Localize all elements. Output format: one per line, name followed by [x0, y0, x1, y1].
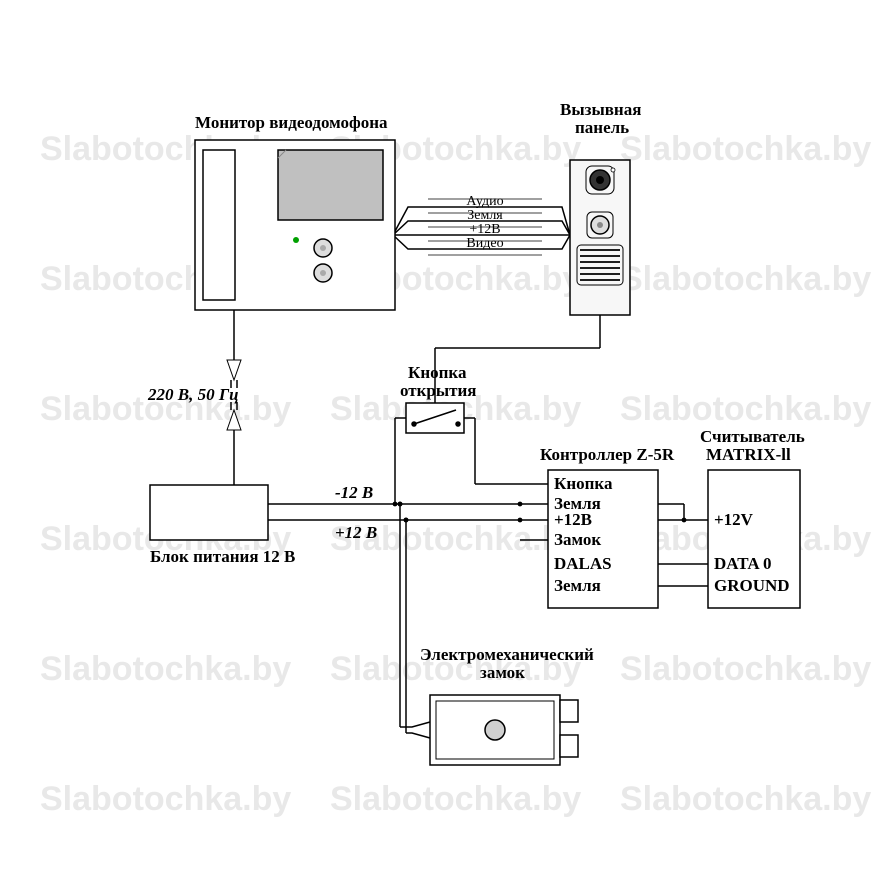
svg-text:Slabotochka.by: Slabotochka.by: [40, 780, 291, 818]
svg-text:Замок: Замок: [554, 530, 601, 549]
svg-text:+12V: +12V: [714, 510, 754, 529]
svg-text:+12 В: +12 В: [335, 523, 377, 542]
svg-text:Электромеханический: Электромеханический: [420, 645, 594, 664]
svg-text:Slabotochka.by: Slabotochka.by: [620, 650, 871, 688]
svg-text:Видео: Видео: [466, 236, 503, 251]
svg-text:DATA 0: DATA 0: [714, 554, 771, 573]
svg-text:Монитор видеодомофона: Монитор видеодомофона: [195, 113, 388, 132]
svg-text:Slabotochka.by: Slabotochka.by: [330, 780, 581, 818]
svg-text:DALAS: DALAS: [554, 554, 612, 573]
svg-text:Кнопка: Кнопка: [554, 474, 613, 493]
svg-text:+12В: +12В: [554, 510, 592, 529]
svg-text:Slabotochka.by: Slabotochka.by: [40, 650, 291, 688]
svg-text:GROUND: GROUND: [714, 576, 790, 595]
svg-text:Slabotochka.by: Slabotochka.by: [620, 260, 871, 298]
svg-text:Земля: Земля: [467, 208, 503, 223]
svg-text:+12В: +12В: [469, 222, 500, 237]
svg-text:Slabotochka.by: Slabotochka.by: [620, 390, 871, 428]
svg-text:Контроллер Z-5R: Контроллер Z-5R: [540, 445, 675, 464]
svg-text:Земля: Земля: [554, 576, 601, 595]
svg-text:Slabotochka.by: Slabotochka.by: [620, 130, 871, 168]
svg-text:открытия: открытия: [400, 381, 477, 400]
svg-text:Вызывная: Вызывная: [560, 100, 641, 119]
svg-text:панель: панель: [575, 118, 629, 137]
svg-text:-12 В: -12 В: [335, 483, 373, 502]
svg-text:MATRIX-ll: MATRIX-ll: [706, 445, 791, 464]
svg-text:замок: замок: [480, 663, 525, 682]
svg-text:Блок питания 12 В: Блок питания 12 В: [150, 547, 295, 566]
wiring-diagram: Slabotochka.by Slabotochka.by Slabotochka.…: [0, 0, 888, 888]
svg-text:Считыватель: Считыватель: [700, 427, 805, 446]
svg-text:Slabotochka.by: Slabotochka.by: [620, 780, 871, 818]
svg-text:220 В, 50 Гц: 220 В, 50 Гц: [147, 385, 239, 404]
svg-text:Аудио: Аудио: [466, 194, 503, 209]
svg-text:Кнопка: Кнопка: [408, 363, 467, 382]
